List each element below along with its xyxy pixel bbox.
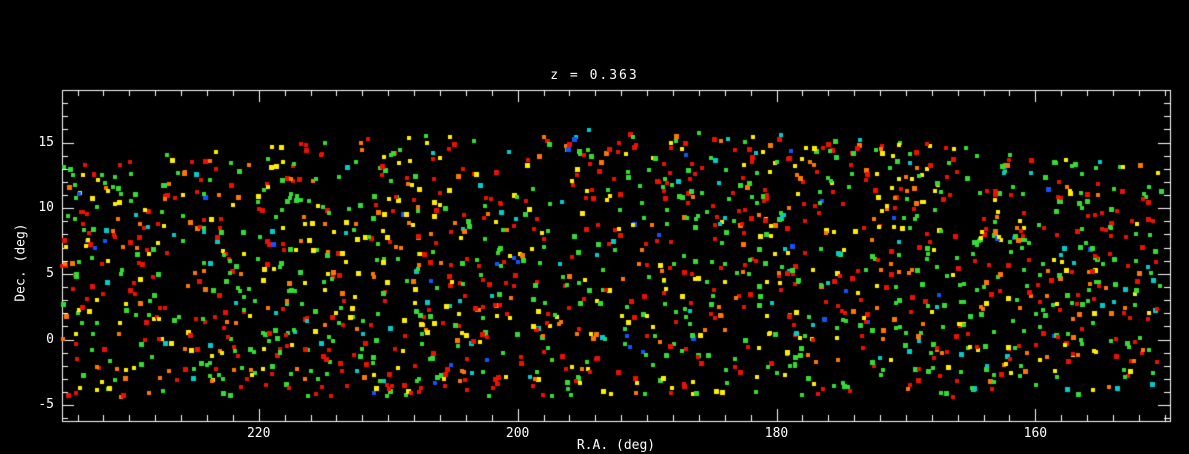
- x-tick-label: 180: [764, 426, 789, 441]
- x-axis-label: R.A. (deg): [576, 438, 656, 453]
- y-tick-label: 15: [38, 134, 54, 150]
- chart-title: z = 0.363: [550, 68, 639, 83]
- y-tick-label: -5: [38, 397, 54, 413]
- y-tick-label: 10: [38, 200, 54, 216]
- x-tick-label: 220: [246, 426, 271, 441]
- x-tick-label: 160: [1023, 426, 1048, 441]
- x-tick-label: 200: [505, 426, 530, 441]
- y-tick-label: 5: [46, 265, 54, 281]
- y-tick-label: 0: [46, 331, 54, 347]
- y-axis-label: Dec. (deg): [13, 223, 29, 302]
